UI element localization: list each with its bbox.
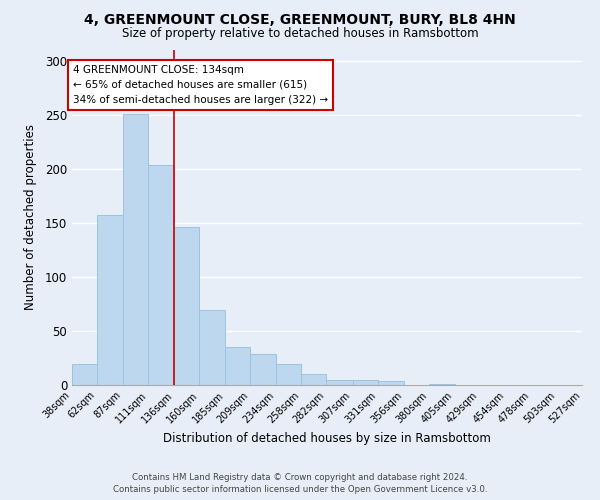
- Text: 4 GREENMOUNT CLOSE: 134sqm
← 65% of detached houses are smaller (615)
34% of sem: 4 GREENMOUNT CLOSE: 134sqm ← 65% of deta…: [73, 65, 328, 104]
- Bar: [301, 374, 326, 385]
- Bar: [277, 364, 301, 385]
- Text: Size of property relative to detached houses in Ramsbottom: Size of property relative to detached ho…: [122, 28, 478, 40]
- Bar: [326, 380, 353, 385]
- Text: 4, GREENMOUNT CLOSE, GREENMOUNT, BURY, BL8 4HN: 4, GREENMOUNT CLOSE, GREENMOUNT, BURY, B…: [84, 12, 516, 26]
- Y-axis label: Number of detached properties: Number of detached properties: [23, 124, 37, 310]
- Bar: [72, 364, 97, 385]
- Bar: [250, 354, 277, 385]
- Bar: [97, 216, 123, 385]
- Bar: [174, 227, 199, 385]
- Bar: [428, 384, 455, 385]
- Text: Contains HM Land Registry data © Crown copyright and database right 2024.
Contai: Contains HM Land Registry data © Crown c…: [113, 472, 487, 494]
- Bar: [353, 380, 377, 385]
- Bar: [148, 164, 174, 385]
- Bar: [377, 380, 404, 385]
- Bar: [226, 347, 250, 385]
- Bar: [199, 310, 226, 385]
- X-axis label: Distribution of detached houses by size in Ramsbottom: Distribution of detached houses by size …: [163, 432, 491, 445]
- Bar: [123, 114, 148, 385]
